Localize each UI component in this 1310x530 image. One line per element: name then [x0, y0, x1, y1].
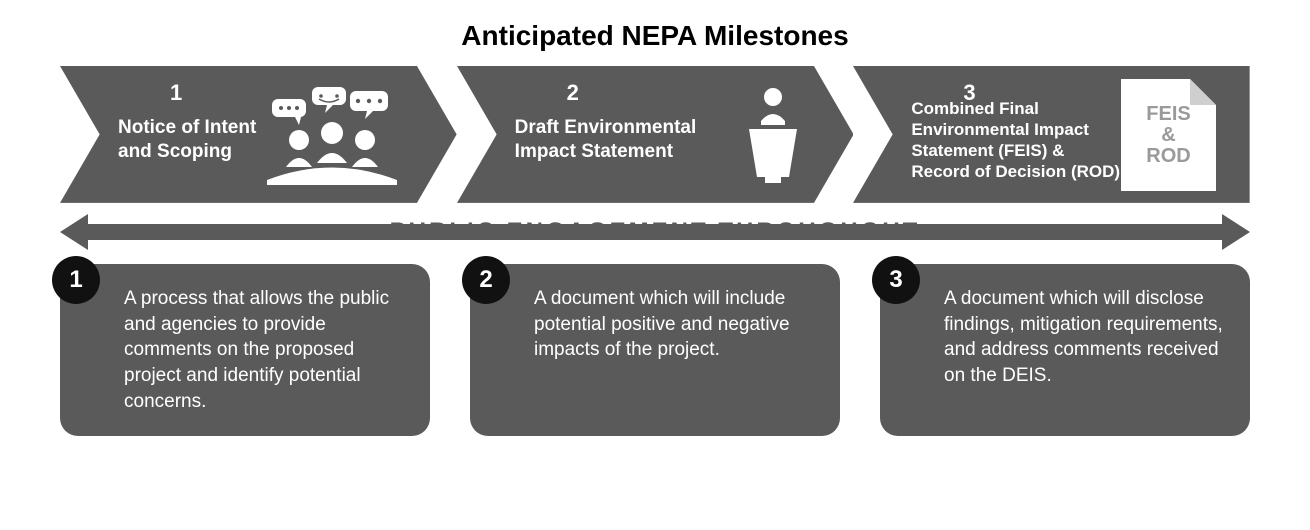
milestone-label: Draft Environmental Impact Statement: [515, 116, 744, 164]
engagement-bar: PUBLIC ENGAGEMENT THROUGHOUT: [60, 214, 1250, 250]
description-card-1: 1 A process that allows the public and a…: [60, 264, 430, 436]
milestone-chevron-row: 1 Notice of Intent and Scoping: [60, 66, 1250, 204]
description-text: A document which will disclose findings,…: [944, 286, 1226, 389]
people-icon: [257, 85, 407, 185]
document-icon-line2: &: [1161, 125, 1175, 146]
milestone-number: 1: [170, 80, 182, 106]
engagement-label: PUBLIC ENGAGEMENT THROUGHOUT: [390, 218, 921, 246]
milestone-number: 2: [567, 80, 579, 106]
description-row: 1 A process that allows the public and a…: [60, 264, 1250, 436]
description-badge: 3: [872, 256, 920, 304]
description-card-3: 3 A document which will disclose finding…: [880, 264, 1250, 436]
description-text: A document which will include potential …: [534, 286, 816, 363]
document-icon: FEIS & ROD: [1121, 79, 1216, 191]
milestone-chevron-1: 1 Notice of Intent and Scoping: [60, 66, 457, 204]
milestone-label: Combined Final Environmental Impact Stat…: [911, 98, 1121, 183]
infographic-container: Anticipated NEPA Milestones 1 Notice of …: [0, 0, 1310, 436]
page-title: Anticipated NEPA Milestones: [60, 20, 1250, 52]
milestone-number: 3: [963, 80, 975, 106]
milestone-chevron-2: 2 Draft Environmental Impact Statement: [457, 66, 854, 204]
document-icon-line3: ROD: [1146, 146, 1190, 167]
description-card-2: 2 A document which will include potentia…: [470, 264, 840, 436]
milestone-label: Notice of Intent and Scoping: [118, 116, 257, 164]
description-badge: 2: [462, 256, 510, 304]
document-icon-line1: FEIS: [1146, 104, 1190, 125]
description-badge: 1: [52, 256, 100, 304]
milestone-chevron-3: 3 Combined Final Environmental Impact St…: [853, 66, 1250, 204]
podium-icon: [743, 85, 803, 185]
description-text: A process that allows the public and age…: [124, 286, 406, 414]
